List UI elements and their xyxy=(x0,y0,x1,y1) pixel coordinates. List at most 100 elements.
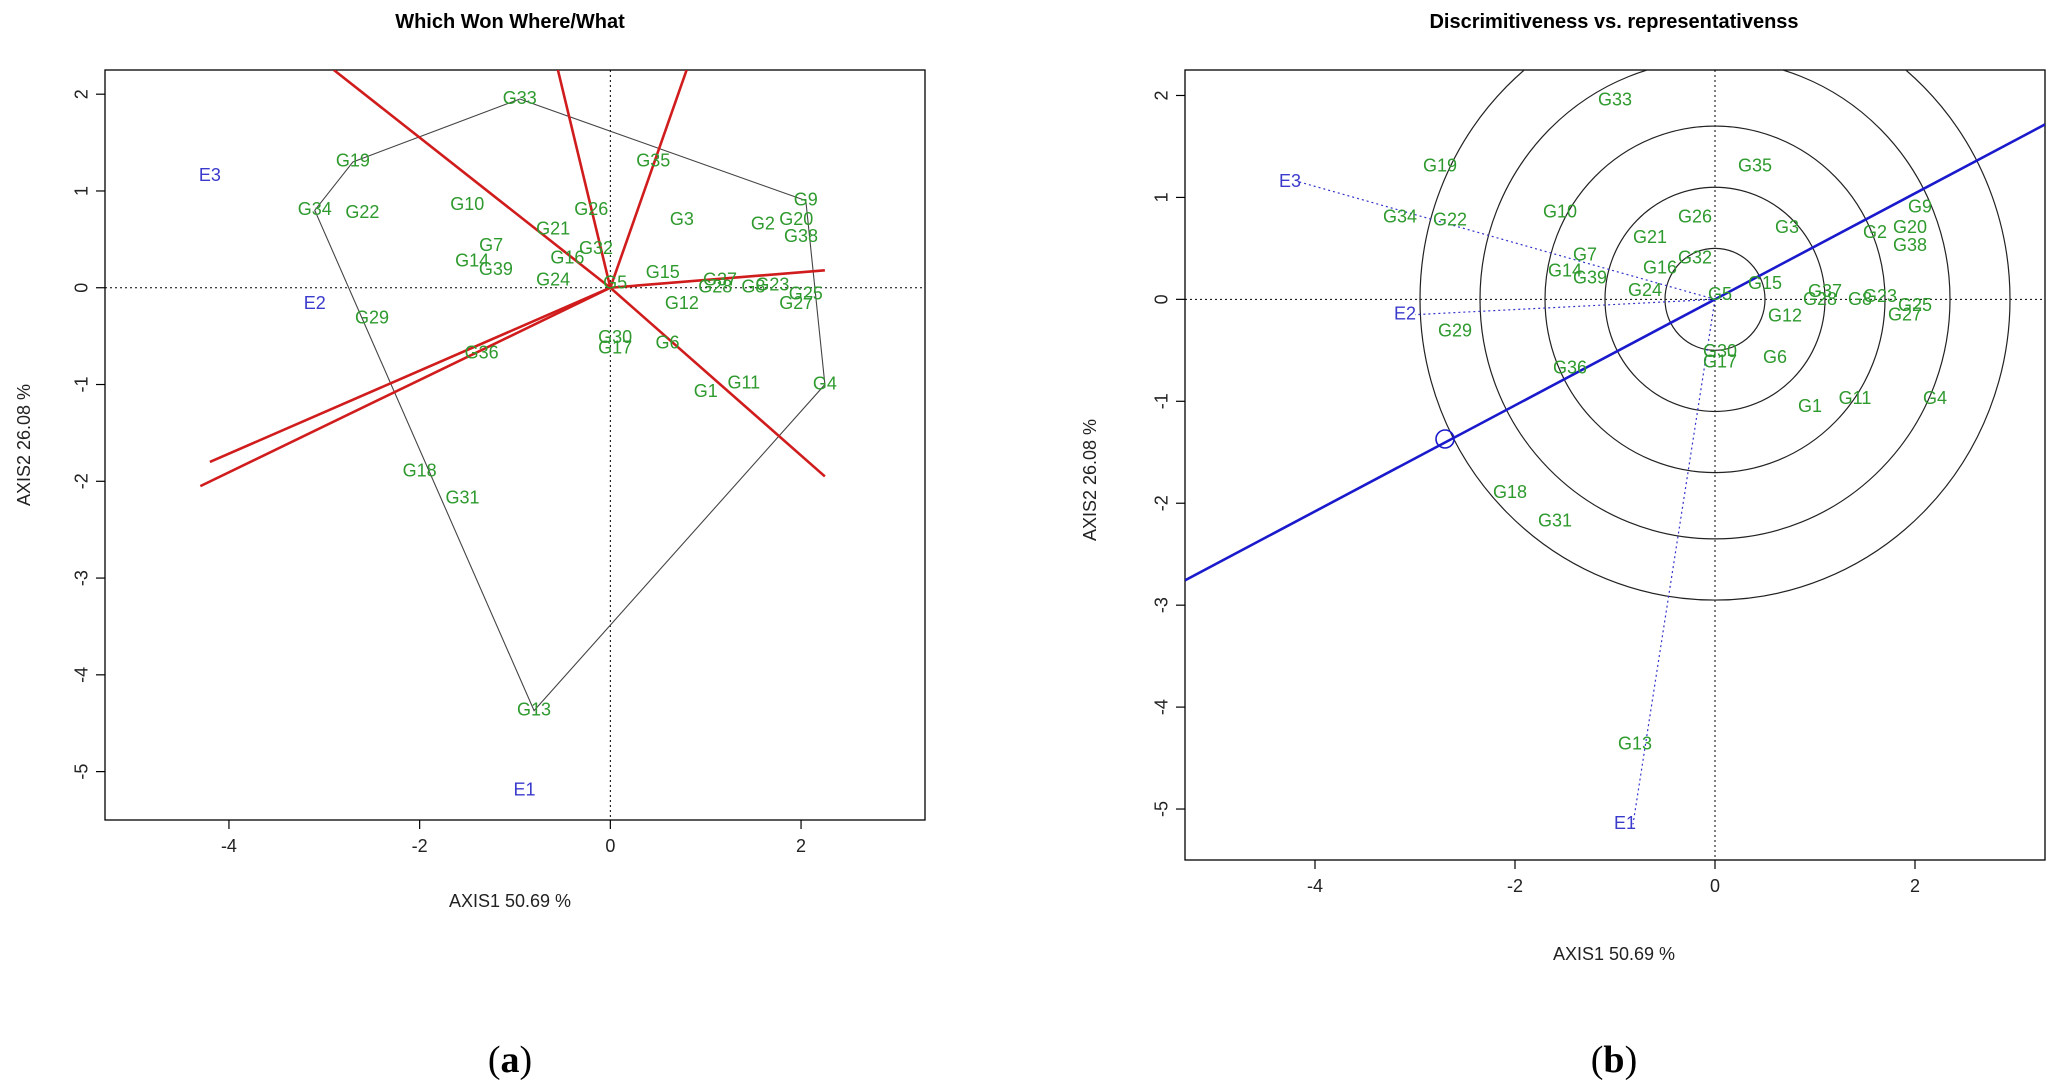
y-tick-label: -3 xyxy=(1152,597,1172,613)
genotype-label: G38 xyxy=(784,226,818,246)
genotype-label: G26 xyxy=(1678,207,1712,227)
genotype-label: G13 xyxy=(1618,734,1652,754)
x-tick-label: 0 xyxy=(1710,876,1720,896)
genotype-label: G3 xyxy=(1775,217,1799,237)
sector-ray-line xyxy=(199,286,611,488)
figure-a: Which Won Where/What G33 G19 G34 G22 G10 G26 G… xyxy=(14,11,926,1081)
genotype-label: G1 xyxy=(694,381,718,401)
genotype-label: G8 xyxy=(741,276,765,296)
genotype-label: G1 xyxy=(1798,396,1822,416)
genotype-label: G38 xyxy=(1893,235,1927,255)
environment-label: E1 xyxy=(1614,813,1636,833)
plot-frame xyxy=(1184,69,2046,861)
sector-ray-line xyxy=(333,70,612,289)
genotype-label: G4 xyxy=(1923,388,1947,408)
genotype-label: G33 xyxy=(1598,89,1632,109)
sector-ray-line xyxy=(609,70,688,289)
genotype-label: G7 xyxy=(1573,244,1597,264)
y-tick-label: 1 xyxy=(1152,192,1172,202)
genotype-label: G5 xyxy=(603,273,627,293)
x-tick-label: -4 xyxy=(1307,876,1323,896)
y-tick-label: -4 xyxy=(72,667,92,683)
genotype-label: G18 xyxy=(1493,482,1527,502)
y-tick-label: -5 xyxy=(72,764,92,780)
genotype-label: G19 xyxy=(1423,156,1457,176)
genotype-label: G26 xyxy=(574,199,608,219)
x-tick-label: -2 xyxy=(412,836,428,856)
genotype-label: G10 xyxy=(450,194,484,214)
genotype-label: G2 xyxy=(1863,222,1887,242)
genotype-label: G25 xyxy=(789,283,823,303)
genotype-label: G16 xyxy=(1643,258,1677,278)
genotype-label: G6 xyxy=(1763,347,1787,367)
x-tick-label: 0 xyxy=(605,836,615,856)
environment-label: E3 xyxy=(1279,171,1301,191)
genotype-label: G33 xyxy=(503,88,537,108)
genotype-label: G9 xyxy=(794,189,818,209)
genotype-label: G20 xyxy=(779,209,813,229)
environment-vector xyxy=(1632,299,1716,825)
y-tick-label: -4 xyxy=(1152,699,1172,715)
genotype-label: G31 xyxy=(446,487,480,507)
genotype-label: G30 xyxy=(1703,341,1737,361)
y-tick-label: -3 xyxy=(72,570,92,586)
genotype-label: G24 xyxy=(536,270,570,290)
chart-title: Which Won Where/What xyxy=(395,11,625,33)
genotype-label: G12 xyxy=(665,293,699,313)
figure-b: Discrimitiveness vs. representativenss G… xyxy=(1032,0,2064,1087)
environment-vector xyxy=(1299,181,1716,300)
y-tick-label: 2 xyxy=(72,89,92,99)
y-axis-label: AXIS2 26.08 % xyxy=(1080,419,1100,541)
sector-ray-line xyxy=(610,269,825,290)
genotype-label: G34 xyxy=(1383,207,1417,227)
genotype-label: G20 xyxy=(1893,217,1927,237)
genotype-label: G15 xyxy=(1748,273,1782,293)
x-axis-label: AXIS1 50.69 % xyxy=(449,891,571,911)
environment-label: E2 xyxy=(304,293,326,313)
concentric-circle xyxy=(1544,125,1886,474)
genotype-label: G29 xyxy=(1438,321,1472,341)
genotype-label: G14 xyxy=(455,250,489,270)
genotype-label: G12 xyxy=(1768,305,1802,325)
biplot-discriminativeness: Discrimitiveness vs. representativenss G… xyxy=(1080,11,2046,1081)
concentric-circle xyxy=(1479,70,1951,540)
genotype-label: G39 xyxy=(1573,268,1607,288)
y-tick-label: -1 xyxy=(1152,393,1172,409)
genotype-label: G11 xyxy=(1839,388,1872,408)
genotype-label: G27 xyxy=(1888,304,1922,324)
genotype-label: G4 xyxy=(813,373,837,393)
genotype-label: G25 xyxy=(1898,295,1932,315)
environment-label: E2 xyxy=(1394,303,1416,323)
genotype-label: G22 xyxy=(345,202,379,222)
y-tick-label: 1 xyxy=(72,186,92,196)
genotype-label: G35 xyxy=(1738,156,1772,176)
genotype-label: G2 xyxy=(751,214,775,234)
genotype-label: G6 xyxy=(656,333,680,353)
genotype-label: G39 xyxy=(479,259,513,279)
concentric-circle xyxy=(1419,70,2011,601)
y-tick-label: 0 xyxy=(1152,294,1172,304)
genotype-label: G5 xyxy=(1708,284,1732,304)
concentric-circle xyxy=(1604,186,1826,413)
genotype-label: G23 xyxy=(755,275,789,295)
chart-title: Discrimitiveness vs. representativenss xyxy=(1429,11,1798,33)
y-tick-label: -5 xyxy=(1152,801,1172,817)
genotype-label: G21 xyxy=(536,218,570,238)
y-tick-label: -2 xyxy=(1152,495,1172,511)
y-axis-label: AXIS2 26.08 % xyxy=(14,384,34,506)
genotype-label: G30 xyxy=(598,327,632,347)
genotype-label: G35 xyxy=(636,151,670,171)
genotype-label: G11 xyxy=(727,372,760,392)
sector-ray-line xyxy=(209,286,611,464)
genotype-label: G34 xyxy=(298,199,332,219)
genotype-label: G32 xyxy=(579,238,613,258)
genotype-label: G23 xyxy=(1863,286,1897,306)
genotype-label: G7 xyxy=(479,235,503,255)
environment-label: E1 xyxy=(514,780,536,800)
genotype-label: G28 xyxy=(1803,289,1837,309)
genotype-label: G19 xyxy=(336,151,370,171)
